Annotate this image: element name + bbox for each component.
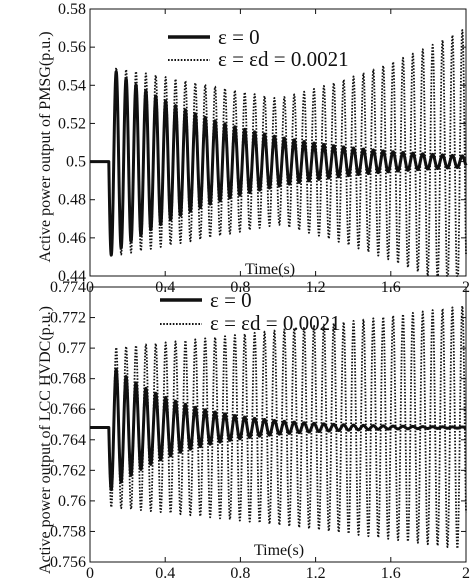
x-tick-label: 1.6 (381, 565, 401, 579)
series-line-eps-0 (88, 367, 468, 492)
y-tick-label: 0.768 (50, 371, 86, 388)
y-tick-label: 0.46 (58, 230, 86, 247)
x-tick-label: 1.2 (306, 565, 326, 579)
y-tick-label: 0.52 (58, 115, 86, 132)
series-line-eps-d (89, 305, 467, 550)
ticks-lcc: 0 0.4 0.8 1.2 1.6 2 0.756 0.758 0.76 0.762 0.764 0.… (50, 279, 470, 579)
y-tick-label: 0.772 (50, 310, 86, 327)
legend-pmsg: ε = 0 ε = εd = 0.0021 (168, 25, 349, 71)
y-tick-label: 0.758 (50, 523, 86, 540)
legend-entry-eps-d: ε = εd = 0.0021 (218, 47, 349, 71)
y-tick-label: 0.774 (50, 279, 86, 296)
series-line-eps-d (89, 29, 467, 277)
y-tick-label: 0.5 (66, 154, 86, 171)
y-tick-label: 0.77 (58, 340, 86, 357)
y-tick-label: 0.764 (50, 432, 86, 449)
chart-lcc-hvdc: Active power output of LCC HVDC(p.u.) Ti… (37, 279, 470, 579)
plot-area-lcc (88, 286, 468, 563)
y-tick-label: 0.762 (50, 462, 86, 479)
legend-entry-eps-0: ε = 0 (210, 288, 252, 312)
x-tick-label: 0.4 (155, 565, 175, 579)
x-axis-label-lcc: Time(s) (254, 542, 304, 559)
y-tick-label: 0.58 (58, 1, 86, 18)
y-tick-label: 0.766 (50, 401, 86, 418)
y-tick-label: 0.44 (58, 268, 86, 285)
y-tick-label: 0.76 (58, 493, 86, 510)
y-tick-label: 0.48 (58, 192, 86, 209)
chart-pmsg: Active power output of PMSG(p.u.) Time(s… (37, 1, 470, 296)
x-tick-label: 2 (462, 565, 470, 579)
y-axis-label-pmsg: Active power output of PMSG(p.u.) (37, 31, 54, 262)
x-axis-label-pmsg: Time(s) (245, 261, 295, 278)
plot-frame (89, 286, 467, 563)
legend-entry-eps-d: ε = εd = 0.0021 (210, 311, 341, 335)
legend-entry-eps-0: ε = 0 (218, 25, 260, 49)
plot-frame (89, 8, 467, 277)
plot-area-pmsg (88, 8, 468, 277)
x-tick-label: 0.8 (230, 565, 250, 579)
y-axis-label-lcc: Active power output of LCC HVDC(p.u.) (37, 306, 54, 574)
y-tick-label: 0.54 (58, 77, 86, 94)
y-tick-label: 0.56 (58, 39, 86, 56)
y-tick-label: 0.756 (50, 554, 86, 571)
legend-lcc: ε = 0 ε = εd = 0.0021 (160, 288, 341, 335)
x-tick-label: 0 (86, 565, 94, 579)
